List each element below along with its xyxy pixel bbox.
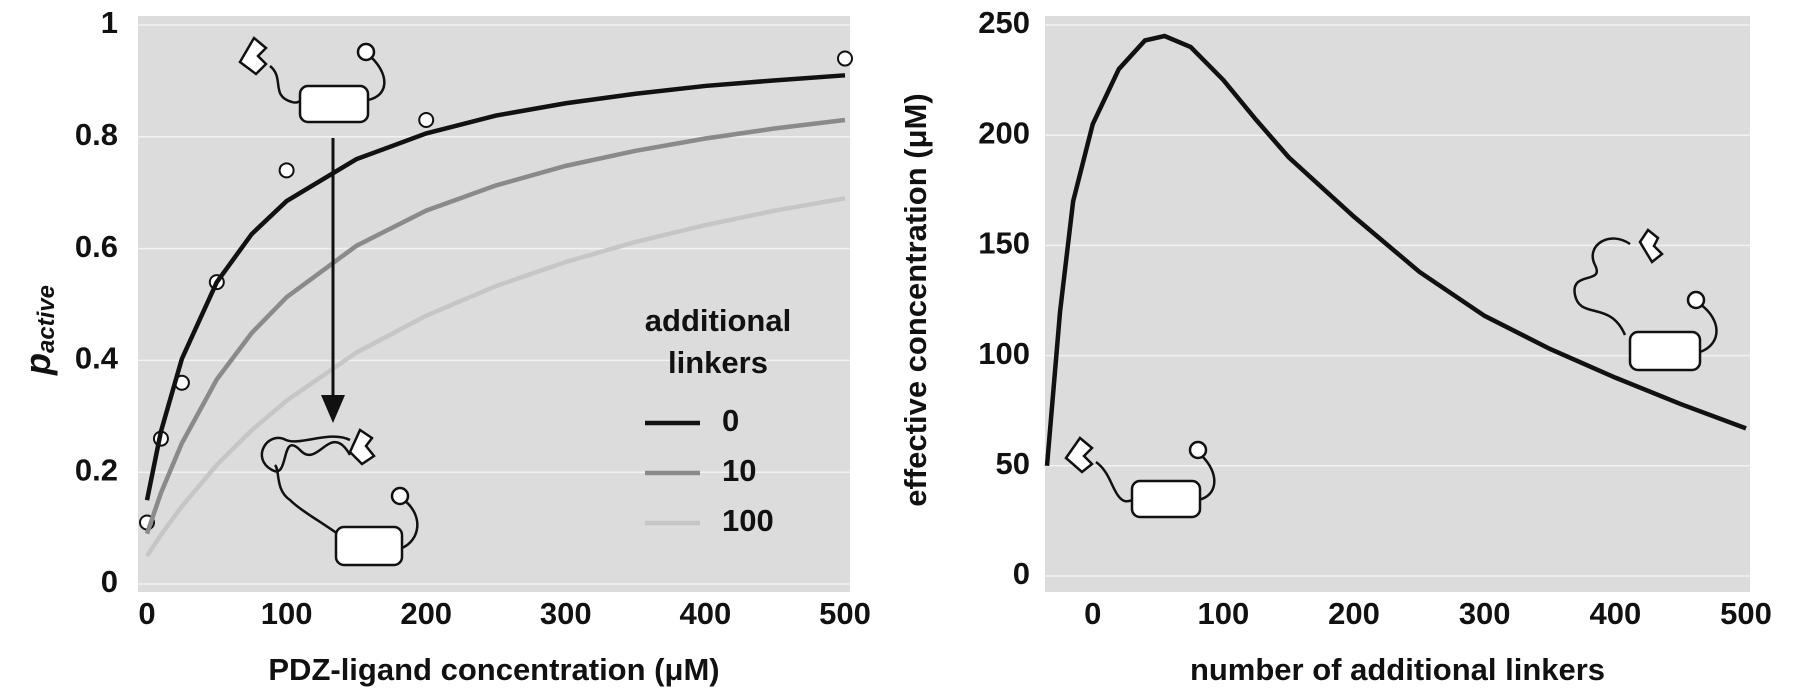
x-axis-label: number of additional linkers	[1190, 652, 1605, 687]
plot-background	[138, 16, 850, 592]
icon-active-enzyme	[238, 36, 386, 124]
x-tick-label: 400	[1589, 596, 1641, 631]
data-line	[144, 117, 846, 535]
y-tick-label: 0.4	[75, 341, 119, 376]
y-axis-label: pactive	[17, 285, 61, 376]
x-axis-label: PDZ-ligand concentration (μM)	[268, 652, 719, 687]
y-tick-label: 200	[978, 115, 1030, 150]
data-line	[1044, 33, 1747, 466]
y-tick-label: 1	[101, 5, 118, 40]
x-tick-label: 300	[540, 596, 592, 631]
icon-inactive-enzyme	[260, 428, 419, 567]
icon-inactive-right	[1573, 228, 1718, 372]
legend-title: linkers	[668, 345, 768, 380]
data-point	[418, 112, 435, 129]
x-tick-label: 0	[138, 596, 155, 631]
x-tick-label: 100	[1198, 596, 1250, 631]
legend-label: 0	[722, 403, 739, 438]
y-tick-label: 100	[978, 336, 1030, 371]
x-tick-label: 300	[1459, 596, 1511, 631]
y-axis-label-main: p	[17, 353, 58, 376]
legend-label: 10	[722, 453, 756, 488]
icon-active-right	[1064, 436, 1216, 519]
y-tick-label: 150	[978, 226, 1030, 261]
x-tick-label: 500	[1720, 596, 1772, 631]
data-line	[145, 196, 846, 558]
y-tick-label: 0.2	[75, 452, 118, 487]
x-tick-label: 200	[400, 596, 452, 631]
data-line	[144, 73, 846, 501]
y-tick-label: 0.8	[75, 117, 118, 152]
x-tick-label: 100	[261, 596, 313, 631]
x-tick-label: 500	[819, 596, 871, 631]
y-tick-label: 250	[978, 5, 1030, 40]
legend-label: 100	[722, 503, 774, 538]
y-tick-label: 0	[101, 564, 118, 599]
y-axis-label: effective concentration (μM)	[898, 93, 933, 506]
legend-title: additional	[645, 303, 791, 338]
data-point	[837, 50, 853, 67]
x-tick-label: 0	[1084, 596, 1101, 631]
arrow	[321, 138, 345, 423]
x-tick-label: 400	[680, 596, 732, 631]
y-tick-label: 0.6	[75, 229, 118, 264]
x-tick-label: 200	[1328, 596, 1380, 631]
data-point	[278, 162, 295, 179]
y-axis-label-main: effective concentration (μM)	[898, 93, 933, 506]
y-tick-label: 50	[996, 446, 1030, 481]
y-tick-label: 0	[1013, 556, 1030, 591]
y-axis-label-sub: active	[33, 285, 60, 353]
